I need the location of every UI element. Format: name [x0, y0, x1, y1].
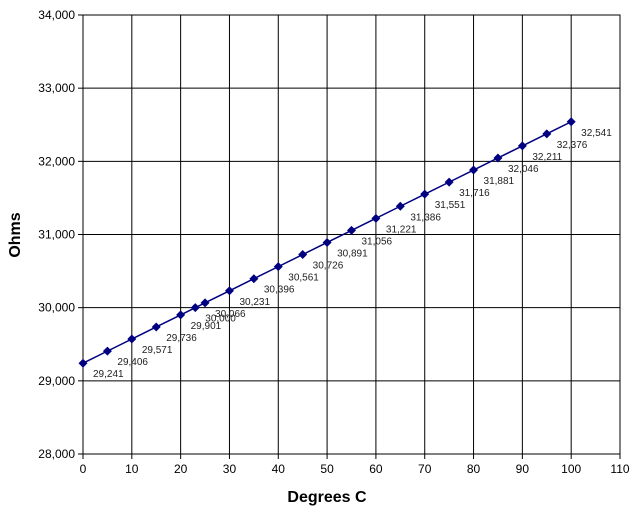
data-labels: 29,24129,40629,57129,73629,90130,00030,0… [93, 128, 612, 380]
data-point-marker [395, 201, 405, 211]
y-tick-label: 28,000 [38, 447, 75, 461]
data-label: 30,000 [205, 314, 236, 325]
data-label: 30,396 [264, 285, 295, 296]
data-label: 29,241 [93, 369, 124, 380]
data-label: 31,716 [459, 188, 490, 199]
plot-area-border [82, 14, 621, 455]
data-point-marker [420, 189, 430, 199]
data-label: 32,211 [532, 152, 562, 163]
data-point-marker [190, 303, 200, 313]
y-tick-label: 29,000 [38, 374, 75, 388]
x-tick-label: 100 [561, 462, 581, 476]
x-tick-label: 60 [369, 462, 383, 476]
data-label: 31,056 [362, 236, 393, 247]
data-point-marker [151, 322, 161, 332]
data-point-marker [347, 225, 356, 235]
x-tick-label: 70 [418, 462, 432, 476]
data-point-marker [566, 117, 576, 127]
data-point-marker [493, 153, 503, 163]
data-label: 30,726 [313, 261, 344, 272]
data-label: 29,571 [142, 345, 173, 356]
series-line-path [82, 121, 572, 364]
data-label: 29,901 [191, 321, 222, 332]
data-label: 32,541 [581, 128, 612, 139]
data-label: 32,046 [508, 164, 539, 175]
y-tick-label: 32,000 [38, 154, 75, 168]
data-point-marker [371, 213, 381, 223]
data-label: 29,736 [166, 333, 197, 344]
data-label: 30,561 [288, 273, 319, 284]
data-point-marker [127, 334, 137, 344]
x-tick-label: 80 [467, 462, 481, 476]
data-point-marker [273, 262, 283, 272]
x-tick-label: 40 [272, 462, 286, 476]
y-tick-label: 34,000 [38, 8, 75, 22]
y-tick-label: 31,000 [38, 228, 75, 242]
y-tick-label: 33,000 [38, 81, 75, 95]
x-tick-label: 10 [125, 462, 139, 476]
data-label: 30,231 [239, 297, 270, 308]
data-label: 31,221 [386, 224, 417, 235]
data-point-marker [444, 177, 454, 187]
y-tick-label: 30,000 [38, 301, 75, 315]
data-point-marker [542, 129, 552, 139]
x-tick-label: 110 [610, 462, 629, 476]
y-tick-labels: 28,000 29,000 30,000 31,000 32,000 33,000 34,0… [38, 8, 75, 461]
data-point-marker [469, 165, 479, 175]
x-tick-label: 90 [516, 462, 530, 476]
data-label: 30,066 [215, 309, 246, 320]
data-label: 32,376 [557, 140, 588, 151]
x-axis-title: Degrees C [287, 489, 367, 506]
y-axis-title: Ohms [7, 212, 24, 257]
x-tick-label: 30 [223, 462, 237, 476]
data-point-marker [322, 237, 332, 247]
x-tick-labels: 0 10 20 30 40 50 60 70 80 90 100 110 [80, 462, 630, 476]
data-point-marker [78, 358, 88, 368]
data-label: 31,386 [410, 212, 441, 223]
data-point-marker [200, 298, 210, 308]
x-tick-label: 0 [80, 462, 87, 476]
data-point-marker [224, 286, 234, 296]
data-point-marker [102, 346, 112, 356]
data-point-marker [176, 310, 186, 320]
data-label: 31,551 [435, 200, 466, 211]
data-label: 31,881 [484, 176, 515, 187]
data-label: 30,891 [337, 248, 368, 259]
data-points [78, 117, 576, 368]
data-point-marker [298, 250, 308, 260]
series-line [82, 121, 572, 364]
data-point-marker [249, 274, 259, 284]
axes [78, 14, 621, 459]
x-tick-label: 20 [174, 462, 188, 476]
data-label: 29,406 [117, 357, 148, 368]
data-point-marker [517, 141, 527, 151]
x-tick-label: 50 [320, 462, 334, 476]
